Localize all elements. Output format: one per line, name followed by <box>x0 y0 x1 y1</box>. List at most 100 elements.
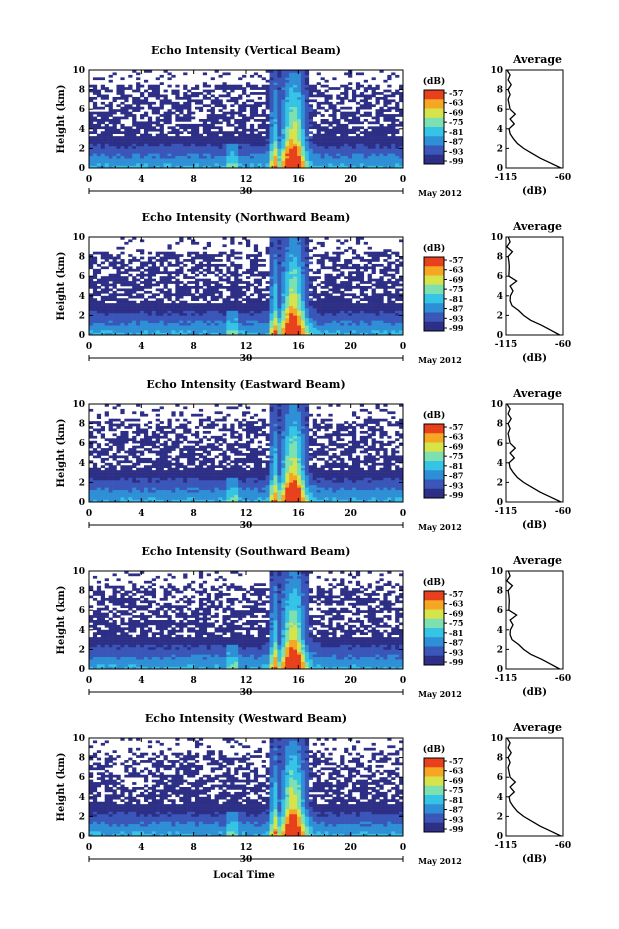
heatmap-cell <box>234 148 239 152</box>
heatmap-cell <box>218 322 223 326</box>
heatmap-cell <box>120 160 125 164</box>
heatmap-cell <box>289 281 294 284</box>
heatmap-cell <box>371 256 376 260</box>
heatmap-cell <box>328 165 333 169</box>
heatmap-cell <box>147 101 153 105</box>
heatmap-cell <box>159 145 164 149</box>
heatmap-cell <box>257 320 262 324</box>
heatmap-cell <box>191 298 196 301</box>
heatmap-cell <box>285 308 290 311</box>
avg-x-tick-label: -115 <box>495 340 518 350</box>
heatmap-cell <box>332 305 337 309</box>
heatmap-cell <box>336 138 341 142</box>
heatmap-cell <box>238 305 243 309</box>
heatmap-cell <box>230 288 235 292</box>
heatmap-cell <box>226 136 231 139</box>
heatmap-cell <box>289 261 294 265</box>
heatmap-cell <box>257 288 262 292</box>
heatmap-cell <box>210 106 215 110</box>
heatmap-cell <box>285 288 290 292</box>
heatmap-cell <box>281 290 286 294</box>
heatmap-cell <box>198 266 204 270</box>
heatmap-cell <box>277 77 282 81</box>
heatmap-cell <box>124 308 129 311</box>
heatmap-cell <box>344 281 349 284</box>
heatmap-cell <box>230 315 235 319</box>
heatmap-cell <box>367 278 372 282</box>
heatmap-cell <box>132 322 137 326</box>
heatmap-cell <box>108 312 113 316</box>
heatmap-cell <box>183 141 188 144</box>
heatmap-cell <box>116 322 121 326</box>
heatmap-cell <box>328 322 333 326</box>
heatmap-cell <box>163 251 168 255</box>
heatmap-cell <box>96 470 102 473</box>
heatmap-cell <box>96 158 102 161</box>
heatmap-cell <box>171 145 176 149</box>
heatmap-cell <box>387 148 392 152</box>
heatmap-cell <box>124 109 129 112</box>
heatmap-cell <box>320 160 325 164</box>
heatmap-cell <box>116 104 121 108</box>
heatmap-cell <box>375 84 380 88</box>
heatmap-cell <box>234 165 239 169</box>
heatmap-cell <box>297 148 302 152</box>
heatmap-cell <box>375 160 380 164</box>
heatmap-cell <box>128 327 133 331</box>
heatmap-cell <box>100 472 105 476</box>
heatmap-cell <box>191 268 196 272</box>
heatmap-cell <box>104 165 109 169</box>
heatmap-cell <box>143 278 149 282</box>
heatmap-cell <box>300 254 306 257</box>
heatmap-cell <box>191 310 196 314</box>
heatmap-cell <box>293 239 298 243</box>
heatmap-cell <box>124 268 129 272</box>
heatmap-cell <box>112 290 117 294</box>
heatmap-cell <box>147 322 153 326</box>
heatmap-cell <box>163 283 168 287</box>
heatmap-cell <box>320 320 325 324</box>
echo-heatmap <box>89 237 404 336</box>
heatmap-cell <box>187 109 192 112</box>
heatmap-cell <box>100 155 105 159</box>
heatmap-cell <box>210 325 215 328</box>
heatmap-cell <box>285 310 290 314</box>
heatmap-cell <box>265 158 270 161</box>
heatmap-cell <box>344 165 349 169</box>
heatmap-cell <box>226 320 231 324</box>
heatmap-cell <box>147 94 153 98</box>
heatmap-cell <box>348 259 353 262</box>
heatmap-cell <box>281 133 286 137</box>
heatmap-cell <box>202 273 208 277</box>
heatmap-cell <box>367 131 372 134</box>
heatmap-cell <box>304 330 310 333</box>
heatmap-cell <box>253 312 259 316</box>
heatmap-cell <box>359 298 365 301</box>
heatmap-cell <box>246 141 251 144</box>
heatmap-cell <box>355 237 361 240</box>
heatmap-cell <box>171 320 176 324</box>
heatmap-cell <box>340 111 345 115</box>
heatmap-cell <box>159 106 164 110</box>
heatmap-cell <box>147 290 153 294</box>
colorbar-swatch <box>424 263 444 267</box>
heatmap-cell <box>198 150 204 154</box>
heatmap-cell <box>124 165 129 169</box>
heatmap-cell <box>320 121 325 125</box>
heatmap-cell <box>234 150 239 154</box>
heatmap-cell <box>246 138 251 142</box>
heatmap-cell <box>100 457 105 461</box>
heatmap-cell <box>359 143 365 147</box>
heatmap-cell <box>316 332 321 336</box>
heatmap-cell <box>163 94 168 98</box>
heatmap-cell <box>230 145 235 149</box>
heatmap-cell <box>175 138 180 142</box>
heatmap-cell <box>320 286 325 289</box>
heatmap-cell <box>273 303 278 306</box>
heatmap-cell <box>89 440 94 444</box>
heatmap-cell <box>89 160 94 164</box>
x-tick-label: 20 <box>344 175 357 185</box>
heatmap-cell <box>120 315 125 319</box>
heatmap-cell <box>289 268 294 272</box>
